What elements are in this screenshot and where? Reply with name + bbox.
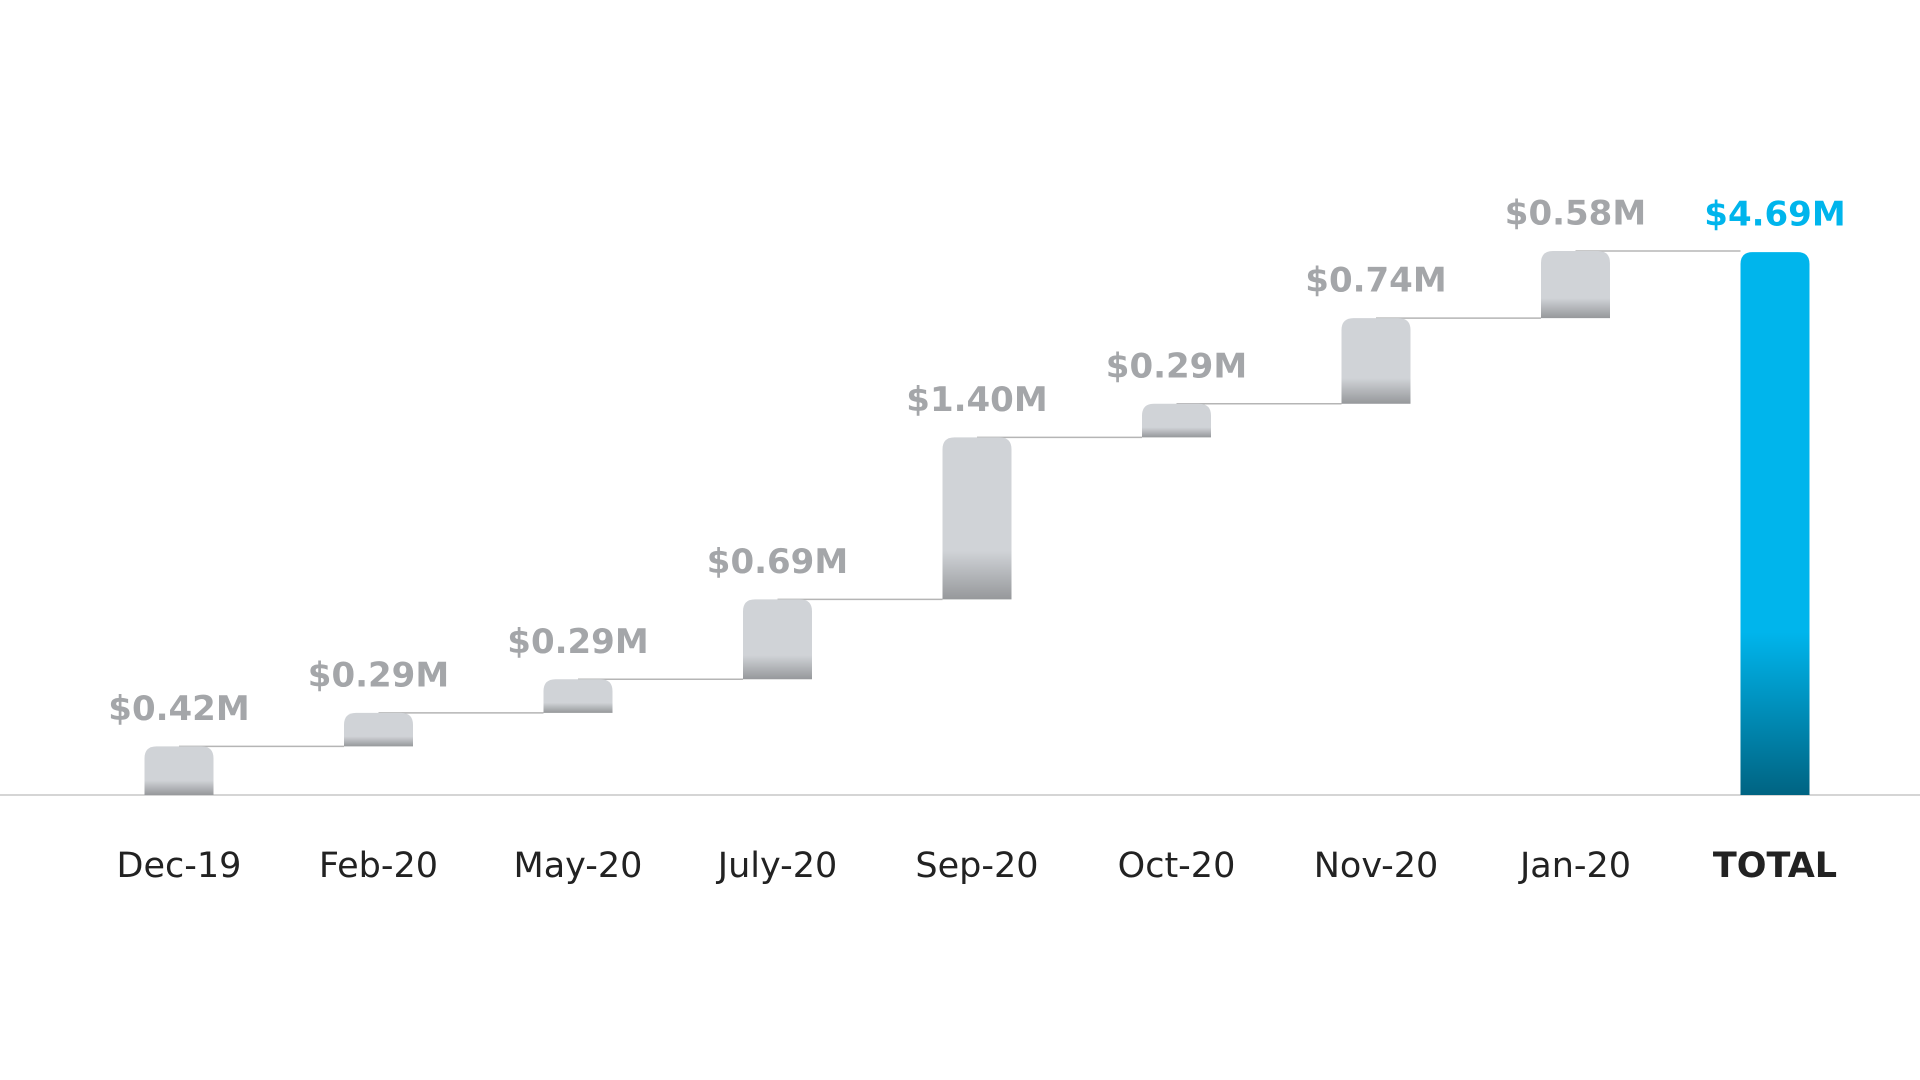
bar-shade [1142,403,1211,438]
x-tick-label: July-20 [716,846,838,886]
bar-shade [1541,251,1610,319]
total-label: TOTAL [1713,846,1837,886]
x-tick-label: Feb-20 [319,846,438,886]
x-tick-label: May-20 [514,846,643,886]
bar-shade [1740,252,1810,795]
bar-shade [344,712,413,747]
value-label: $0.29M [1106,346,1247,386]
x-tick-label: Sep-20 [915,846,1038,886]
x-tick-label: Nov-20 [1314,846,1439,886]
bar-shade [1341,318,1411,404]
value-label: $0.42M [108,689,249,729]
total-value-label: $4.69M [1704,195,1845,235]
value-label: $1.40M [906,380,1047,420]
x-tick-label: Jan-20 [1518,846,1631,886]
x-tick-label: Dec-19 [117,846,242,886]
bar-shade [743,599,812,680]
bar-shade [144,746,214,795]
value-label: $0.29M [308,655,449,695]
value-label: $0.29M [507,622,648,662]
value-label: $0.58M [1505,194,1646,234]
bar-shade [543,679,613,713]
bar-shade [942,437,1012,600]
value-label: $0.69M [707,542,848,582]
x-tick-label: Oct-20 [1118,846,1236,886]
value-label: $0.74M [1305,261,1446,301]
